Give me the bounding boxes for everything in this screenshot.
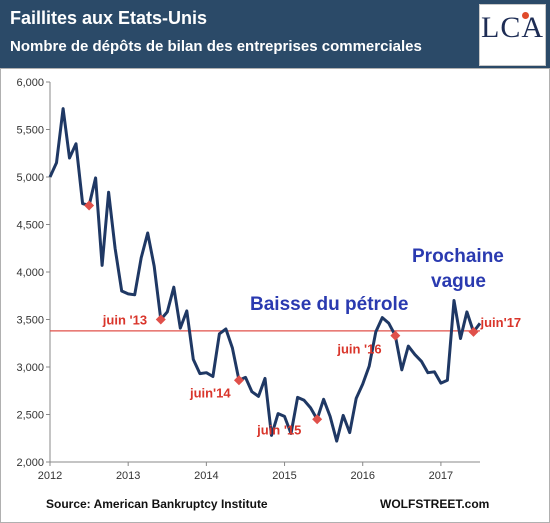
x-tick-label: 2016 [350,470,374,482]
chart-marks: juin '13 juin'14 juin '15 juin '16 juin'17 [48,107,522,443]
marker-label: juin '16 [336,342,381,357]
brand-note: WOLFSTREET.com [380,497,490,511]
chart-annotations: Baisse du pétrole Prochaine vague [250,246,504,315]
y-tick-label: 2,000 [16,457,44,469]
logo-dot-icon [522,12,529,19]
y-tick-label: 6,000 [16,77,44,89]
marker-label: juin'17 [480,315,522,330]
x-tick-label: 2013 [116,470,140,482]
marker-label: juin '13 [102,313,147,328]
june-marker [84,200,95,211]
chart-header: Faillites aux Etats-Unis Nombre de dépôt… [0,0,550,68]
lca-logo: LCA [479,4,546,66]
logo-text: LCA [481,11,544,44]
annotation-next-wave-line1: Prochaine [412,246,504,267]
annotation-oil-drop: Baisse du pétrole [250,294,408,315]
y-tick-label: 3,500 [16,315,44,327]
june-marker [155,314,166,325]
chart-subtitle: Nombre de dépôts de bilan des entreprise… [10,38,422,55]
chart-axes: 2,000 2,500 3,000 3,500 4,000 4,500 5,000 5,500… [16,77,480,482]
june-marker [312,414,323,425]
chart-title: Faillites aux Etats-Unis [10,8,208,28]
y-tick-label: 4,000 [16,267,44,279]
y-tick-label: 5,500 [16,125,44,137]
y-tick-label: 4,500 [16,220,44,232]
source-note: Source: American Bankruptcy Institute [46,497,268,511]
series-line [48,107,482,443]
annotation-next-wave-line2: vague [431,271,486,292]
x-tick-label: 2015 [272,470,296,482]
marker-label: juin '15 [256,422,301,437]
june-marker [233,375,244,386]
marker-label: juin'14 [189,385,231,400]
x-tick-label: 2012 [38,470,62,482]
chart-frame [0,68,550,523]
june-marker [468,326,479,337]
y-tick-label: 2,500 [16,410,44,422]
x-tick-label: 2017 [429,470,453,482]
y-tick-label: 3,000 [16,362,44,374]
june-marker [390,330,401,341]
y-tick-label: 5,000 [16,172,44,184]
x-tick-label: 2014 [194,470,218,482]
